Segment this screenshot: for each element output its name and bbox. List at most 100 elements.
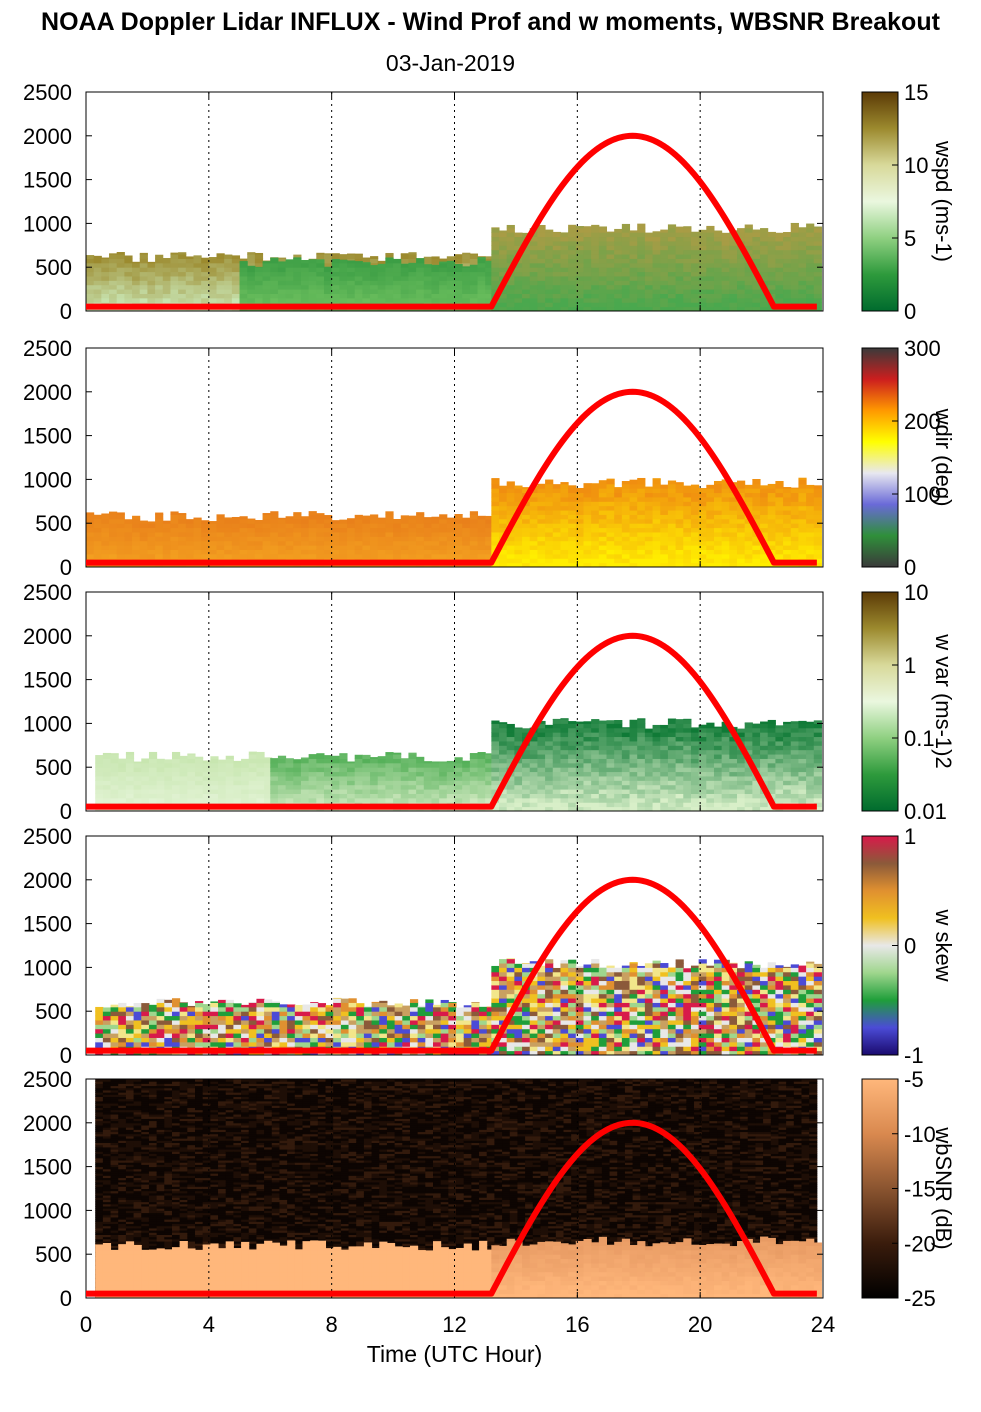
heatmap-cell xyxy=(400,767,409,773)
heatmap-cell xyxy=(621,254,631,259)
heatmap-cell xyxy=(660,236,669,242)
heatmap-cell xyxy=(185,275,194,281)
heatmap-cell xyxy=(675,527,684,533)
heatmap-cell xyxy=(614,518,623,524)
heatmap-cell xyxy=(262,536,271,542)
heatmap-cell xyxy=(529,536,538,542)
heatmap-cell xyxy=(783,732,792,738)
heatmap-cell xyxy=(560,558,569,564)
heatmap-cell xyxy=(308,545,317,550)
heatmap-cell xyxy=(171,762,181,768)
heatmap-cell xyxy=(813,236,822,242)
heatmap-cell xyxy=(171,771,181,777)
heatmap-cell xyxy=(598,254,608,259)
heatmap-cell xyxy=(118,784,127,790)
heatmap-cell xyxy=(316,289,325,294)
heatmap-cell xyxy=(806,531,815,537)
heatmap-cell xyxy=(575,721,584,724)
heatmap-cell xyxy=(591,271,600,277)
heatmap-cell xyxy=(262,523,271,529)
heatmap-cell xyxy=(491,240,500,246)
heatmap-cell xyxy=(629,275,638,281)
heatmap-cell xyxy=(806,293,815,299)
heatmap-cell xyxy=(377,784,386,790)
heatmap-cell xyxy=(224,517,233,520)
heatmap-cell xyxy=(652,496,661,502)
heatmap-cell xyxy=(552,496,561,502)
heatmap-cell xyxy=(377,762,386,768)
heatmap-cell xyxy=(109,527,118,533)
heatmap-cell xyxy=(514,775,523,781)
heatmap-cell xyxy=(247,280,256,286)
heatmap-cell xyxy=(621,754,631,759)
heatmap-cell xyxy=(148,758,158,764)
heatmap-cell xyxy=(737,514,746,520)
heatmap-cell xyxy=(568,496,577,502)
heatmap-cell xyxy=(477,527,486,533)
heatmap-cell xyxy=(239,271,248,277)
heatmap-cell xyxy=(454,514,463,520)
heatmap-cell xyxy=(377,260,386,264)
heatmap-cell xyxy=(767,280,776,286)
heatmap-cell xyxy=(721,558,730,564)
heatmap-cell xyxy=(683,289,692,294)
heatmap-cell xyxy=(293,297,302,303)
heatmap-cell xyxy=(552,775,561,781)
heatmap-cell xyxy=(416,297,425,303)
heatmap-cell xyxy=(393,767,402,773)
heatmap-cell xyxy=(598,302,608,308)
heatmap-cell xyxy=(798,236,807,242)
heatmap-cell xyxy=(416,289,425,294)
heatmap-cell xyxy=(400,284,409,290)
heatmap-cell xyxy=(760,271,769,277)
heatmap-cell xyxy=(537,723,546,729)
heatmap-cell xyxy=(713,732,723,738)
heatmap-cell xyxy=(499,562,508,567)
heatmap-cell xyxy=(790,240,799,246)
heatmap-cell xyxy=(285,780,294,786)
heatmap-cell xyxy=(621,558,631,564)
heatmap-cell xyxy=(201,258,210,264)
heatmap-cell xyxy=(737,249,746,255)
heatmap-cell xyxy=(614,505,623,511)
heatmap-cell xyxy=(583,732,592,738)
heatmap-cell xyxy=(783,240,792,246)
heatmap-cell xyxy=(522,293,531,299)
heatmap-cell xyxy=(560,540,569,546)
heatmap-cell xyxy=(393,289,402,294)
y-tick-label: 1500 xyxy=(23,424,72,449)
heatmap-cell xyxy=(323,553,333,559)
heatmap-cell xyxy=(545,284,554,290)
heatmap-cell xyxy=(583,558,592,564)
heatmap-cell xyxy=(416,797,425,803)
heatmap-cell xyxy=(545,758,554,764)
heatmap-cell xyxy=(660,229,669,233)
heatmap-cell xyxy=(629,262,638,268)
heatmap-cell xyxy=(393,258,402,264)
heatmap-cell xyxy=(210,756,219,759)
heatmap-cell xyxy=(713,306,723,311)
heatmap-cell xyxy=(224,284,233,290)
heatmap-cell xyxy=(156,762,165,768)
heatmap-cell xyxy=(552,736,561,742)
heatmap-cell xyxy=(514,797,523,803)
heatmap-cell xyxy=(606,510,615,515)
heatmap-cell xyxy=(706,754,715,759)
heatmap-cell xyxy=(660,306,669,311)
heatmap-cell xyxy=(706,562,715,567)
heatmap-cell xyxy=(241,771,250,777)
heatmap-cell xyxy=(629,306,638,311)
heatmap-cell xyxy=(300,259,310,264)
heatmap-cell xyxy=(614,523,623,529)
heatmap-cell xyxy=(141,767,150,773)
heatmap-cell xyxy=(644,754,654,759)
heatmap-cell xyxy=(270,531,279,537)
heatmap-cell xyxy=(109,536,118,542)
heatmap-cell xyxy=(698,553,707,559)
heatmap-cell xyxy=(316,753,325,755)
heatmap-cell xyxy=(621,727,631,729)
heatmap-cell xyxy=(439,771,448,777)
heatmap-cell xyxy=(491,492,500,498)
heatmap-cell xyxy=(155,553,164,559)
heatmap-cell xyxy=(506,245,515,251)
